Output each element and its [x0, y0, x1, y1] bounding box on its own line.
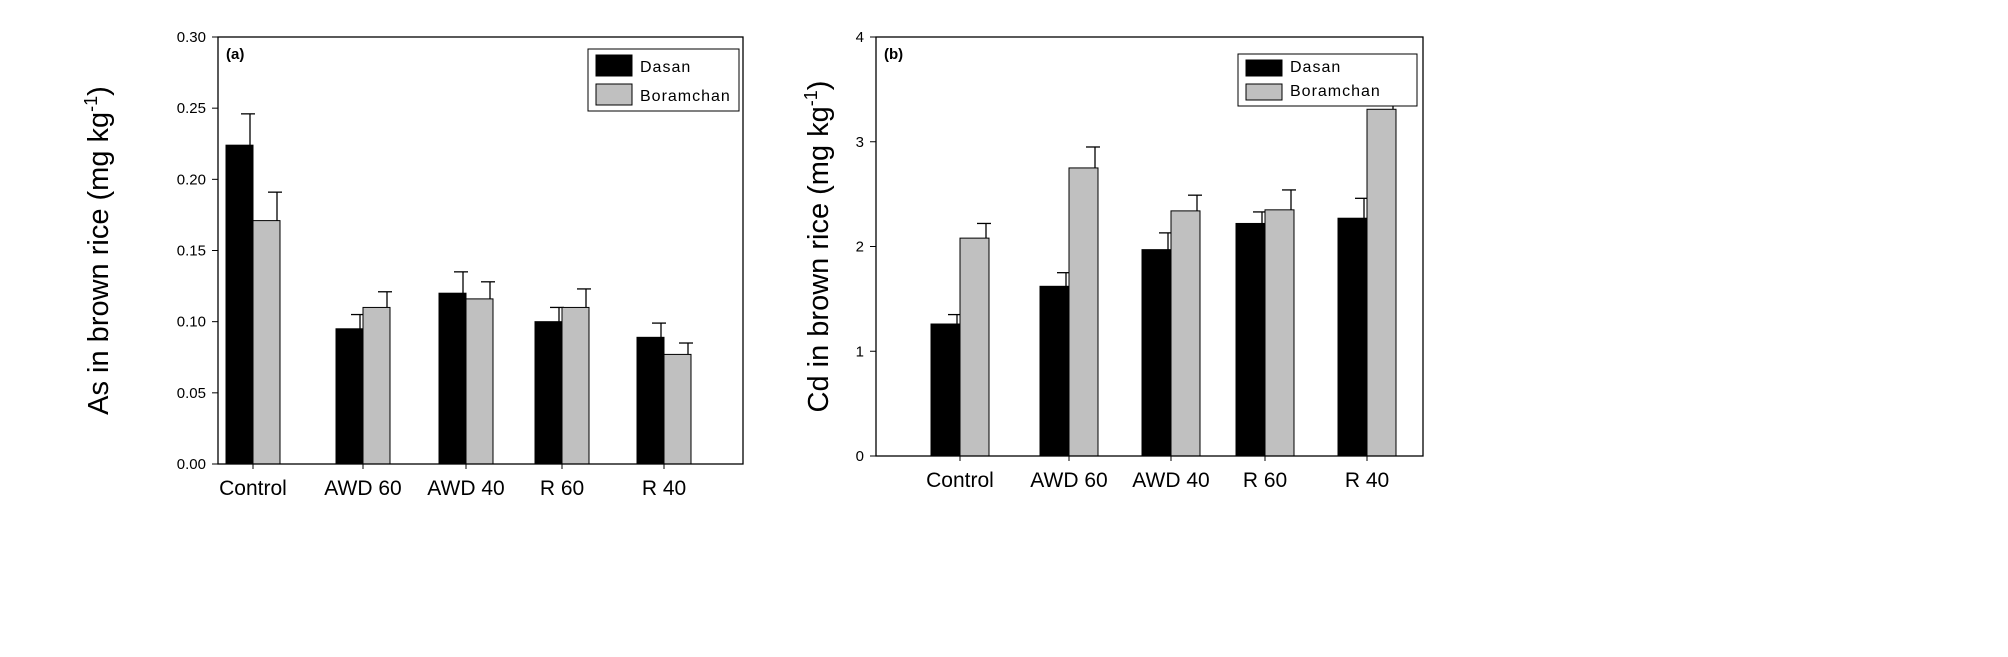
y-tick-label: 0 [856, 448, 864, 465]
x-tick-label: R 40 [1345, 469, 1389, 492]
bar-boramchan-r-60 [1264, 209, 1295, 457]
legend-swatch-boramchan [1245, 83, 1283, 101]
y-tick-label: 3 [856, 134, 864, 151]
bar-boramchan-awd-60 [1068, 167, 1099, 457]
legend-swatch-boramchan [595, 83, 633, 106]
chart-panel-a: Control AWD 60 AWD 40 R 60 R 40 0.00 0.05 0.10 0… [81, 29, 744, 500]
bar-boramchan-control [959, 237, 990, 457]
legend-label-boramchan: Boramchan [1290, 83, 1381, 100]
bar-boramchan-awd-40 [1170, 210, 1201, 457]
y-tick-label: 0.20 [177, 171, 206, 188]
y-tick-label: 2 [856, 239, 864, 256]
x-tick-label: AWD 40 [1132, 469, 1209, 492]
legend-label-dasan: Dasan [640, 59, 691, 76]
y-tick-label: 0.00 [177, 456, 206, 473]
y-axis-label-main: As in brown rice (mg kg [83, 112, 115, 415]
panel-label: (a) [226, 46, 244, 63]
x-tick-label: R 40 [642, 477, 686, 500]
legend-swatch-dasan [595, 54, 633, 77]
x-tick-label: R 60 [540, 477, 584, 500]
bar-dasan-awd-40 [438, 292, 467, 465]
bar-boramchan-r-40 [1366, 108, 1397, 457]
y-tick-label: 0.30 [177, 29, 206, 46]
y-axis-label-superscript: -1 [81, 96, 101, 112]
bar-boramchan-awd-40 [465, 298, 494, 465]
bar-dasan-control [225, 144, 254, 465]
y-tick-label: 0.15 [177, 243, 206, 260]
bar-dasan-awd-60 [1039, 285, 1070, 457]
y-tick-label: 0.25 [177, 100, 206, 117]
y-tick-label: 4 [856, 29, 864, 46]
y-axis-label-close: ) [803, 81, 835, 91]
y-tick-label: 0.05 [177, 385, 206, 402]
y-axis-label-superscript: -1 [801, 90, 821, 106]
y-axis-label: Cd in brown rice (mg kg-1) [801, 81, 835, 413]
bar-dasan-awd-60 [335, 328, 364, 465]
bar-boramchan-awd-60 [362, 306, 391, 465]
x-tick-label: Control [219, 477, 287, 500]
bar-boramchan-r-60 [561, 306, 590, 465]
bar-boramchan-control [252, 220, 281, 465]
x-tick-label: AWD 60 [1030, 469, 1107, 492]
y-tick-label: 1 [856, 343, 864, 360]
panel-label: (b) [884, 46, 903, 63]
y-axis-label-main: Cd in brown rice (mg kg [803, 106, 835, 412]
x-tick-label: AWD 40 [427, 477, 504, 500]
chart-panel-b: Control AWD 60 AWD 40 R 60 R 40 0 1 2 3 4 Cd in br… [801, 29, 1424, 492]
bar-dasan-awd-40 [1141, 249, 1172, 457]
bar-dasan-control [930, 323, 961, 457]
bar-dasan-r-60 [1235, 222, 1266, 457]
y-axis-label: As in brown rice (mg kg-1) [81, 86, 115, 415]
bar-boramchan-r-40 [663, 353, 692, 465]
x-tick-label: AWD 60 [324, 477, 401, 500]
legend-label-boramchan: Boramchan [640, 88, 731, 105]
legend-swatch-dasan [1245, 59, 1283, 77]
bar-dasan-r-40 [1337, 217, 1368, 457]
y-tick-label: 0.10 [177, 314, 206, 331]
bar-dasan-r-60 [534, 321, 563, 465]
y-axis-label-close: ) [83, 86, 115, 96]
x-tick-label: R 60 [1243, 469, 1287, 492]
bar-dasan-r-40 [636, 336, 665, 465]
legend-label-dasan: Dasan [1290, 59, 1341, 76]
x-tick-label: Control [926, 469, 994, 492]
